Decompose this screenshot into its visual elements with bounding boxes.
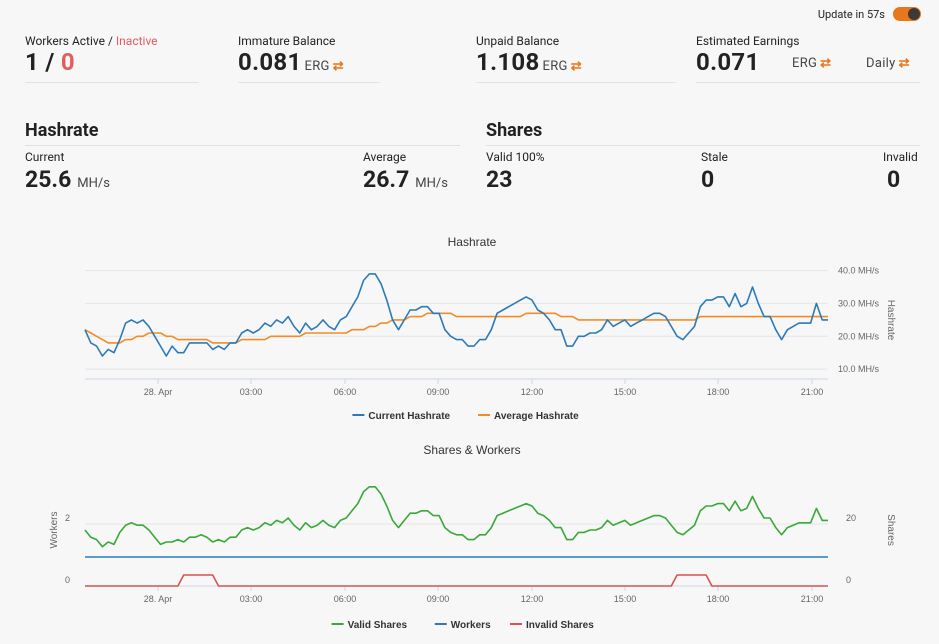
unpaid-balance-value: 1.108	[476, 48, 540, 76]
stale-shares-stat: Stale 0	[701, 150, 728, 193]
invalid-shares-stat: Invalid 0	[883, 150, 918, 193]
estimated-earnings-stat: Estimated Earnings 0.071 ERG ⇄ Daily ⇄	[696, 34, 920, 83]
x-tick-label: 28. Apr	[144, 387, 173, 397]
workers-inactive-label: Inactive	[115, 34, 158, 48]
series-average-hashrate	[84, 312, 828, 344]
immature-balance-value: 0.081	[238, 48, 302, 76]
x-tick-label: 28. Apr	[144, 594, 173, 604]
workers-label: Workers Active / Inactive	[25, 34, 199, 48]
estimated-earnings-unit: ERG	[792, 56, 818, 71]
workers-value-separator: /	[39, 48, 61, 76]
average-hashrate-value: 26.7	[363, 166, 410, 193]
immature-balance-stat: Immature Balance 0.081 ERG ⇄	[238, 34, 380, 83]
x-tick-label: 06:00	[334, 594, 357, 604]
current-hashrate-value: 25.6	[25, 166, 72, 193]
chart-title: Hashrate	[448, 235, 497, 249]
workers-inactive-count: 0	[60, 48, 75, 76]
y-right-tick-label: 20	[846, 513, 856, 523]
y-axis-label: Workers	[49, 511, 60, 548]
period-selector[interactable]: Daily ⇄	[866, 56, 910, 71]
immature-balance-label: Immature Balance	[238, 34, 336, 48]
divider	[25, 82, 199, 83]
y-tick-label: 30.0 MH/s	[838, 298, 880, 308]
swap-currency-icon[interactable]: ⇄	[570, 59, 582, 74]
swap-period-icon[interactable]: ⇄	[898, 56, 910, 71]
unpaid-balance-unit: ERG	[542, 59, 568, 74]
x-tick-label: 12:00	[521, 594, 544, 604]
average-hashrate-stat: Average 26.7 MH/s	[363, 150, 448, 193]
x-tick-label: 03:00	[240, 594, 263, 604]
valid-shares-value: 23	[486, 166, 513, 193]
estimated-earnings-value: 0.071	[696, 48, 760, 76]
y-axis-label: Shares	[885, 514, 896, 546]
current-hashrate-stat: Current 25.6 MH/s	[25, 150, 110, 193]
y-left-tick-label: 0	[65, 575, 70, 585]
valid-shares-stat: Valid 100% 23	[486, 150, 545, 193]
divider	[238, 82, 380, 83]
swap-currency-icon[interactable]: ⇄	[820, 56, 832, 71]
x-tick-label: 15:00	[614, 594, 637, 604]
legend-item-valid-shares: Valid Shares	[348, 620, 408, 631]
legend-item-average-hashrate: Average Hashrate	[494, 411, 579, 422]
workers-value: 1 / 0	[25, 48, 199, 76]
series-invalid-shares	[85, 574, 828, 587]
unpaid-balance-stat: Unpaid Balance 1.108 ERG ⇄	[476, 34, 676, 83]
series-valid-shares	[84, 485, 828, 548]
x-tick-label: 15:00	[614, 387, 637, 397]
estimated-earnings-label: Estimated Earnings	[696, 34, 800, 48]
auto-update: Update in 57s	[818, 7, 921, 21]
y-left-tick-label: 2	[65, 513, 70, 523]
hashrate-section-title: Hashrate	[25, 120, 99, 141]
workers-active-label: Workers Active	[25, 34, 105, 48]
chart-title: Shares & Workers	[423, 443, 520, 457]
x-tick-label: 03:00	[240, 387, 263, 397]
y-right-tick-label: 0	[846, 575, 851, 585]
x-tick-label: 18:00	[707, 594, 730, 604]
y-tick-label: 20.0 MH/s	[838, 331, 880, 341]
workers-label-separator: /	[105, 34, 116, 48]
x-tick-label: 18:00	[707, 387, 730, 397]
legend-item-current-hashrate: Current Hashrate	[368, 411, 450, 422]
x-tick-label: 12:00	[521, 387, 544, 397]
auto-update-toggle[interactable]	[893, 7, 921, 21]
invalid-shares-label: Invalid	[883, 150, 918, 164]
divider	[486, 145, 920, 146]
stale-shares-value: 0	[701, 166, 715, 193]
x-tick-label: 09:00	[427, 387, 450, 397]
update-label: Update in 57s	[817, 7, 885, 21]
shares-workers-chart: Shares & Workers 28. Apr 03:00 06:00 09:00 1…	[49, 443, 896, 631]
invalid-shares-value: 0	[887, 166, 901, 193]
current-hashrate-unit: MH/s	[77, 176, 110, 191]
period-label: Daily	[866, 56, 896, 71]
workers-active-count: 1	[25, 48, 40, 76]
series-current-hashrate	[84, 273, 828, 357]
shares-section-title: Shares	[486, 120, 543, 141]
x-tick-label: 21:00	[801, 594, 824, 604]
legend-item-invalid-shares: Invalid Shares	[526, 620, 594, 631]
swap-currency-icon[interactable]: ⇄	[332, 59, 344, 74]
stale-shares-label: Stale	[701, 150, 728, 164]
valid-shares-label: Valid 100%	[486, 150, 545, 164]
x-tick-label: 09:00	[427, 594, 450, 604]
divider	[476, 82, 676, 83]
average-hashrate-unit: MH/s	[415, 176, 448, 191]
unpaid-balance-label: Unpaid Balance	[476, 34, 560, 48]
y-tick-label: 40.0 MH/s	[838, 266, 880, 276]
y-tick-label: 10.0 MH/s	[838, 364, 880, 374]
average-hashrate-label: Average	[363, 150, 407, 164]
divider	[25, 145, 460, 146]
x-tick-label: 21:00	[801, 387, 824, 397]
x-tick-label: 06:00	[334, 387, 357, 397]
hashrate-chart: Hashrate 28. Apr 03:00 06:00 09:00 12:00 15:0…	[84, 235, 896, 422]
divider	[696, 82, 920, 83]
current-hashrate-label: Current	[25, 150, 65, 164]
immature-balance-unit: ERG	[304, 59, 330, 74]
y-axis-label: Hashrate	[885, 300, 896, 341]
workers-stat: Workers Active / Inactive 1 / 0	[25, 34, 199, 83]
legend-item-workers: Workers	[451, 620, 491, 631]
